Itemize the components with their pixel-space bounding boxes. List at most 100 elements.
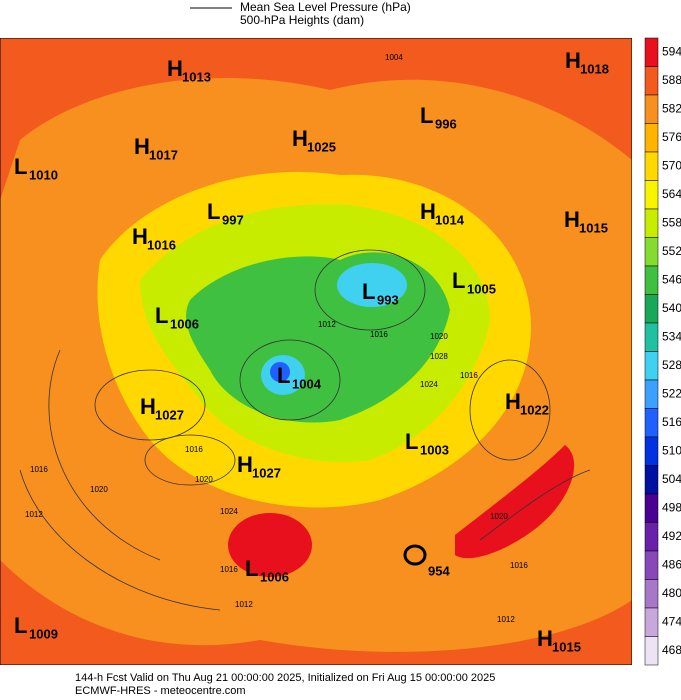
colorbar-segment — [644, 37, 659, 67]
contour-label: 1016 — [370, 330, 388, 339]
colorbar-label: 468 — [662, 643, 681, 657]
low-core — [270, 362, 290, 382]
colorbar: 594 588 582 576 570 564 558 552 546 540 534 528 522 5… — [644, 37, 681, 666]
colorbar-label: 492 — [662, 529, 681, 543]
colorbar-segment — [644, 123, 659, 153]
contour-label: 1016 — [460, 371, 478, 380]
contour-label: 1028 — [430, 352, 448, 361]
contour-label: 1016 — [185, 445, 203, 454]
colorbar-segment — [644, 379, 659, 409]
center-pressure: 1022 — [520, 402, 549, 417]
colorbar-label: 486 — [662, 557, 681, 571]
contour-label: 1020 — [90, 485, 108, 494]
footer-line2: ECMWF-HRES - meteocentre.com — [75, 685, 246, 697]
center-letter: H — [537, 626, 553, 651]
legend-heights: 500-hPa Heights (dam) — [240, 13, 364, 27]
colorbar-segment — [644, 180, 659, 210]
colorbar-segment — [644, 294, 659, 324]
center-letter: H — [140, 394, 156, 419]
colorbar-label: 528 — [662, 358, 681, 372]
colorbar-label: 570 — [662, 158, 681, 172]
center-pressure: 1006 — [170, 316, 199, 331]
colorbar-segment — [644, 208, 659, 238]
center-pressure: 996 — [435, 116, 457, 131]
contour-label: 1012 — [25, 510, 43, 519]
center-pressure: 1027 — [155, 407, 184, 422]
center-letter: H — [167, 56, 183, 81]
storm-pressure: 954 — [428, 563, 450, 578]
center-letter: L — [245, 556, 258, 581]
colorbar-label: 540 — [662, 301, 681, 315]
colorbar-segment — [644, 408, 659, 438]
colorbar-segment — [644, 151, 659, 181]
contour-label: 1020 — [490, 512, 508, 521]
colorbar-segment — [644, 351, 659, 381]
center-letter: L — [14, 154, 27, 179]
height-594 — [228, 513, 312, 577]
center-letter: H — [237, 452, 253, 477]
center-pressure: 1005 — [467, 281, 496, 296]
contour-label: 1012 — [318, 320, 336, 329]
low-core — [337, 263, 407, 307]
center-pressure: 1025 — [307, 139, 336, 154]
colorbar-label: 474 — [662, 614, 681, 628]
center-pressure: 1013 — [182, 69, 211, 84]
colorbar-label: 552 — [662, 244, 681, 258]
center-letter: L — [155, 303, 168, 328]
center-letter: H — [132, 224, 148, 249]
colorbar-label: 582 — [662, 101, 681, 115]
contour-label: 1024 — [420, 380, 438, 389]
center-letter: H — [565, 48, 581, 73]
colorbar-label: 534 — [662, 329, 681, 343]
colorbar-segment — [644, 66, 659, 96]
contours — [19, 249, 591, 611]
contour-label: 1020 — [195, 475, 213, 484]
center-pressure: 1004 — [292, 376, 322, 391]
center-pressure: 1016 — [147, 237, 176, 252]
colorbar-label: 498 — [662, 500, 681, 514]
contour-label: 1020 — [430, 332, 448, 341]
center-pressure: 1009 — [29, 626, 58, 641]
colorbar-segment — [644, 265, 659, 295]
colorbar-label: 510 — [662, 443, 681, 457]
colorbar-label: 480 — [662, 586, 681, 600]
center-pressure: 1006 — [260, 569, 289, 584]
colorbar-label: 576 — [662, 130, 681, 144]
colorbar-label: 588 — [662, 73, 681, 87]
center-letter: L — [405, 429, 418, 454]
colorbar-segment — [644, 522, 659, 552]
colorbar-segment — [644, 322, 659, 352]
colorbar-segment — [644, 636, 659, 666]
center-pressure: 1014 — [435, 212, 465, 227]
height-594 — [455, 445, 575, 559]
colorbar-segment — [644, 94, 659, 124]
colorbar-segment — [644, 493, 659, 523]
colorbar-label: 558 — [662, 215, 681, 229]
center-letter: L — [14, 613, 27, 638]
center-pressure: 993 — [377, 292, 399, 307]
center-letter: L — [277, 363, 290, 388]
center-letter: L — [362, 279, 375, 304]
colorbar-label: 516 — [662, 415, 681, 429]
center-letter: H — [420, 199, 436, 224]
center-letter: L — [420, 103, 433, 128]
map — [0, 38, 632, 665]
center-letter: H — [292, 126, 308, 151]
storm-marker — [403, 544, 427, 566]
center-pressure: 1027 — [252, 465, 281, 480]
center-letter: L — [452, 268, 465, 293]
colorbar-segment — [644, 550, 659, 580]
center-pressure: 1010 — [29, 167, 58, 182]
center-letter: H — [564, 207, 580, 232]
contour-label: 1004 — [385, 53, 403, 62]
contour-label: 1012 — [497, 615, 515, 624]
center-pressure: 1015 — [579, 220, 608, 235]
colorbar-segment — [644, 607, 659, 637]
contour-label: 1016 — [220, 565, 238, 574]
legend-mslp: Mean Sea Level Pressure (hPa) — [240, 0, 411, 14]
contour-label: 1012 — [235, 600, 253, 609]
colorbar-segment — [644, 237, 659, 267]
contour-label: 1024 — [220, 507, 238, 516]
contour-label: 1016 — [30, 465, 48, 474]
